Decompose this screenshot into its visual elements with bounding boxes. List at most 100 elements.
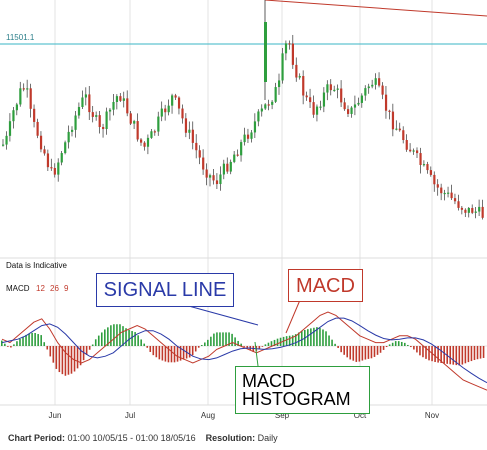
x-tick-label: Sep bbox=[275, 411, 290, 420]
histogram-bar bbox=[297, 332, 300, 346]
histogram-bar bbox=[464, 346, 467, 364]
candle-body bbox=[8, 121, 12, 136]
candle bbox=[43, 145, 46, 156]
candle-body bbox=[81, 97, 84, 107]
candle bbox=[340, 80, 343, 107]
candle bbox=[105, 107, 108, 135]
histogram-bar bbox=[64, 346, 67, 376]
candle bbox=[233, 151, 236, 164]
candle-body bbox=[371, 84, 374, 87]
candle bbox=[198, 145, 201, 165]
candle bbox=[219, 166, 222, 191]
histogram-annotation-line2: HISTOGRAM bbox=[242, 389, 351, 409]
histogram-bar bbox=[197, 346, 200, 348]
candle-body bbox=[474, 211, 477, 213]
candle-body bbox=[429, 170, 432, 175]
histogram-bar bbox=[382, 346, 385, 350]
histogram-bar bbox=[19, 338, 21, 346]
candle bbox=[50, 158, 53, 171]
histogram-bar bbox=[40, 335, 42, 346]
candle-body bbox=[153, 131, 156, 133]
candle bbox=[398, 122, 401, 132]
candle-body bbox=[398, 128, 401, 131]
candle bbox=[46, 149, 50, 171]
candle-body bbox=[295, 64, 298, 78]
candle-body bbox=[243, 134, 246, 143]
signal-line-annotation: SIGNAL LINE bbox=[96, 273, 234, 307]
candle bbox=[191, 121, 194, 150]
candle-body bbox=[353, 104, 357, 108]
macd-annotation-text: MACD bbox=[296, 274, 355, 297]
histogram-bar bbox=[31, 332, 33, 346]
x-tick-label: Nov bbox=[425, 411, 439, 420]
candle-body bbox=[284, 43, 288, 54]
candle bbox=[171, 93, 174, 114]
candle-body bbox=[322, 92, 326, 107]
candle-body bbox=[122, 98, 125, 101]
candle bbox=[81, 90, 84, 110]
candle bbox=[371, 79, 374, 89]
candle bbox=[402, 126, 405, 144]
candle bbox=[39, 131, 43, 153]
candle-body bbox=[333, 89, 336, 92]
candle-body bbox=[181, 108, 184, 119]
candle-body bbox=[84, 94, 87, 98]
candle bbox=[19, 81, 22, 107]
candle-body bbox=[60, 153, 63, 163]
candle bbox=[457, 194, 460, 211]
candle bbox=[347, 105, 350, 117]
candle bbox=[271, 99, 274, 110]
candle-body bbox=[67, 131, 70, 143]
candle bbox=[422, 160, 426, 167]
candle bbox=[291, 34, 294, 69]
candle bbox=[77, 102, 81, 119]
macd-indicator-title: MACD 12 26 9 bbox=[6, 284, 69, 293]
candle-body bbox=[5, 135, 8, 145]
candle-body bbox=[288, 43, 291, 45]
candle-body bbox=[319, 106, 322, 108]
candle-body bbox=[457, 201, 460, 208]
histogram-bar bbox=[167, 346, 170, 363]
candle bbox=[343, 97, 346, 111]
spike-body bbox=[264, 22, 267, 82]
candle-body bbox=[236, 154, 239, 156]
candle bbox=[350, 106, 353, 118]
candle bbox=[453, 193, 457, 205]
candle bbox=[167, 99, 170, 116]
candle bbox=[60, 150, 63, 166]
histogram-bar bbox=[161, 346, 164, 361]
candle bbox=[302, 70, 305, 105]
price-candles bbox=[2, 0, 484, 220]
level-label: 11501.1 bbox=[6, 33, 35, 42]
candle bbox=[281, 48, 284, 84]
candle bbox=[478, 199, 481, 216]
histogram-bar bbox=[334, 343, 336, 346]
candle-body bbox=[177, 97, 181, 109]
candle bbox=[329, 79, 332, 96]
histogram-bar bbox=[46, 346, 49, 350]
x-tick-label: Jun bbox=[49, 411, 62, 420]
candle bbox=[429, 166, 432, 177]
histogram-bar bbox=[204, 342, 206, 346]
candle-body bbox=[195, 142, 198, 151]
candle-body bbox=[264, 104, 267, 109]
candle bbox=[381, 82, 384, 100]
candle-body bbox=[440, 187, 443, 194]
candle-body bbox=[36, 121, 39, 136]
candle-body bbox=[88, 94, 91, 113]
candle bbox=[447, 186, 450, 198]
histogram-bar bbox=[94, 339, 97, 346]
candle-body bbox=[136, 121, 139, 140]
histogram-bar bbox=[373, 346, 376, 357]
histogram-bar bbox=[403, 342, 406, 346]
candle-body bbox=[302, 76, 305, 96]
histogram-bar bbox=[200, 344, 203, 346]
candle-body bbox=[416, 150, 419, 154]
candle bbox=[395, 120, 398, 131]
histogram-bar bbox=[61, 346, 64, 375]
candle-body bbox=[98, 115, 101, 128]
histogram-bar bbox=[188, 346, 191, 358]
candle bbox=[391, 103, 395, 137]
histogram-bar bbox=[107, 327, 109, 346]
candle-body bbox=[381, 85, 384, 95]
